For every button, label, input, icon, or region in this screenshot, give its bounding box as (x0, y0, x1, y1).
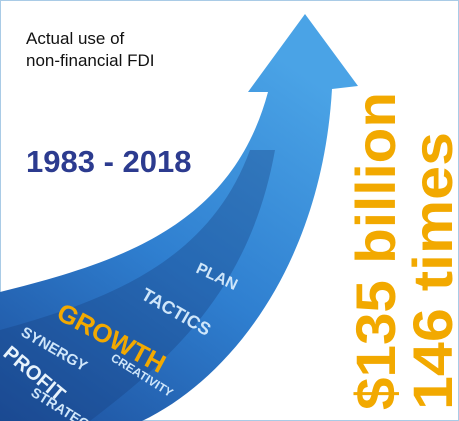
period: 1983 - 2018 (26, 144, 191, 179)
amount: $135 billion (344, 92, 407, 410)
page: GROWTHSYNERGYSTRATEGYTACTICSPLANCREATIVI… (0, 0, 459, 421)
infographic: GROWTHSYNERGYSTRATEGYTACTICSPLANCREATIVI… (0, 0, 459, 421)
multiple: 146 times (401, 132, 459, 410)
title-line: Actual use of (26, 29, 125, 48)
title-line: non-financial FDI (26, 51, 155, 70)
